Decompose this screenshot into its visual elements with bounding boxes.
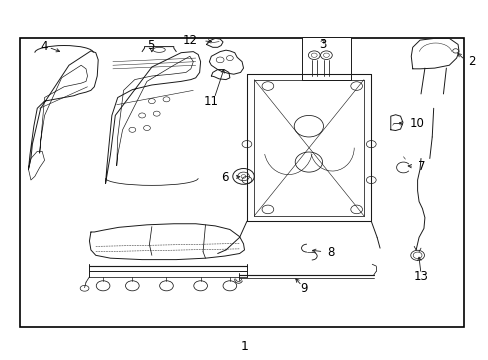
- Bar: [302, 37, 350, 80]
- Text: 1: 1: [240, 340, 248, 353]
- Text: 13: 13: [413, 270, 427, 283]
- Text: 3: 3: [318, 38, 325, 51]
- Bar: [20, 39, 463, 327]
- Text: 2: 2: [467, 55, 474, 68]
- Text: 12: 12: [183, 34, 197, 48]
- Text: 4: 4: [41, 40, 48, 53]
- Text: 5: 5: [147, 39, 154, 52]
- Text: 9: 9: [300, 282, 307, 295]
- Text: 8: 8: [327, 246, 334, 259]
- Text: 11: 11: [203, 95, 219, 108]
- Text: 7: 7: [417, 160, 425, 173]
- Text: 6: 6: [221, 171, 228, 184]
- Text: 10: 10: [408, 117, 423, 130]
